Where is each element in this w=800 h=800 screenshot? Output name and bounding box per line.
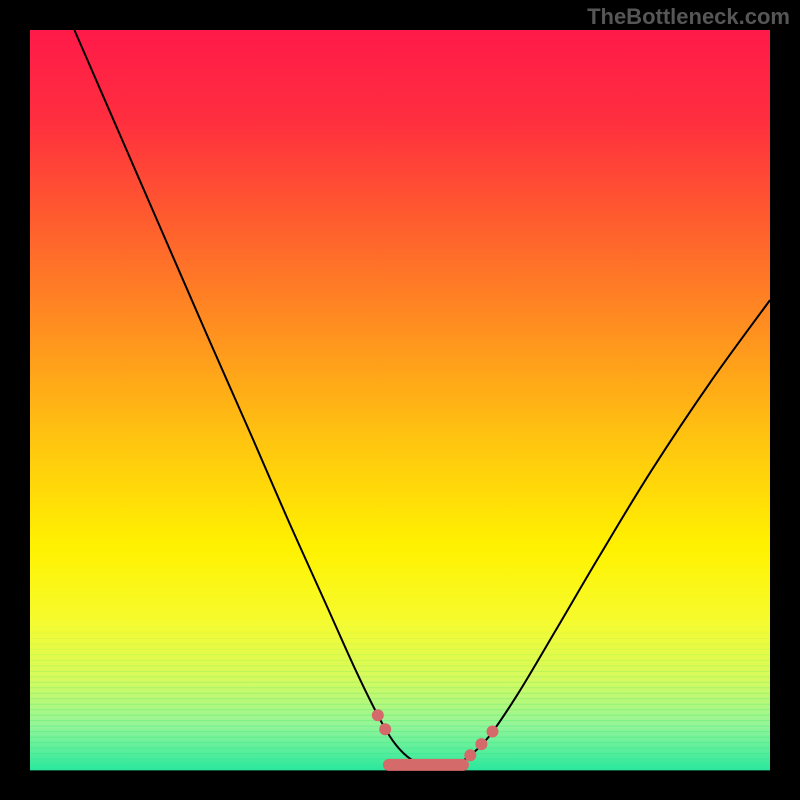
watermark-text: TheBottleneck.com bbox=[587, 4, 790, 30]
bottleneck-chart bbox=[0, 0, 800, 800]
marker-dot bbox=[464, 749, 476, 761]
gradient-background bbox=[30, 30, 770, 770]
chart-container: TheBottleneck.com bbox=[0, 0, 800, 800]
marker-dot bbox=[475, 738, 487, 750]
marker-dot bbox=[487, 726, 499, 738]
marker-dot bbox=[379, 723, 391, 735]
marker-dot bbox=[372, 709, 384, 721]
